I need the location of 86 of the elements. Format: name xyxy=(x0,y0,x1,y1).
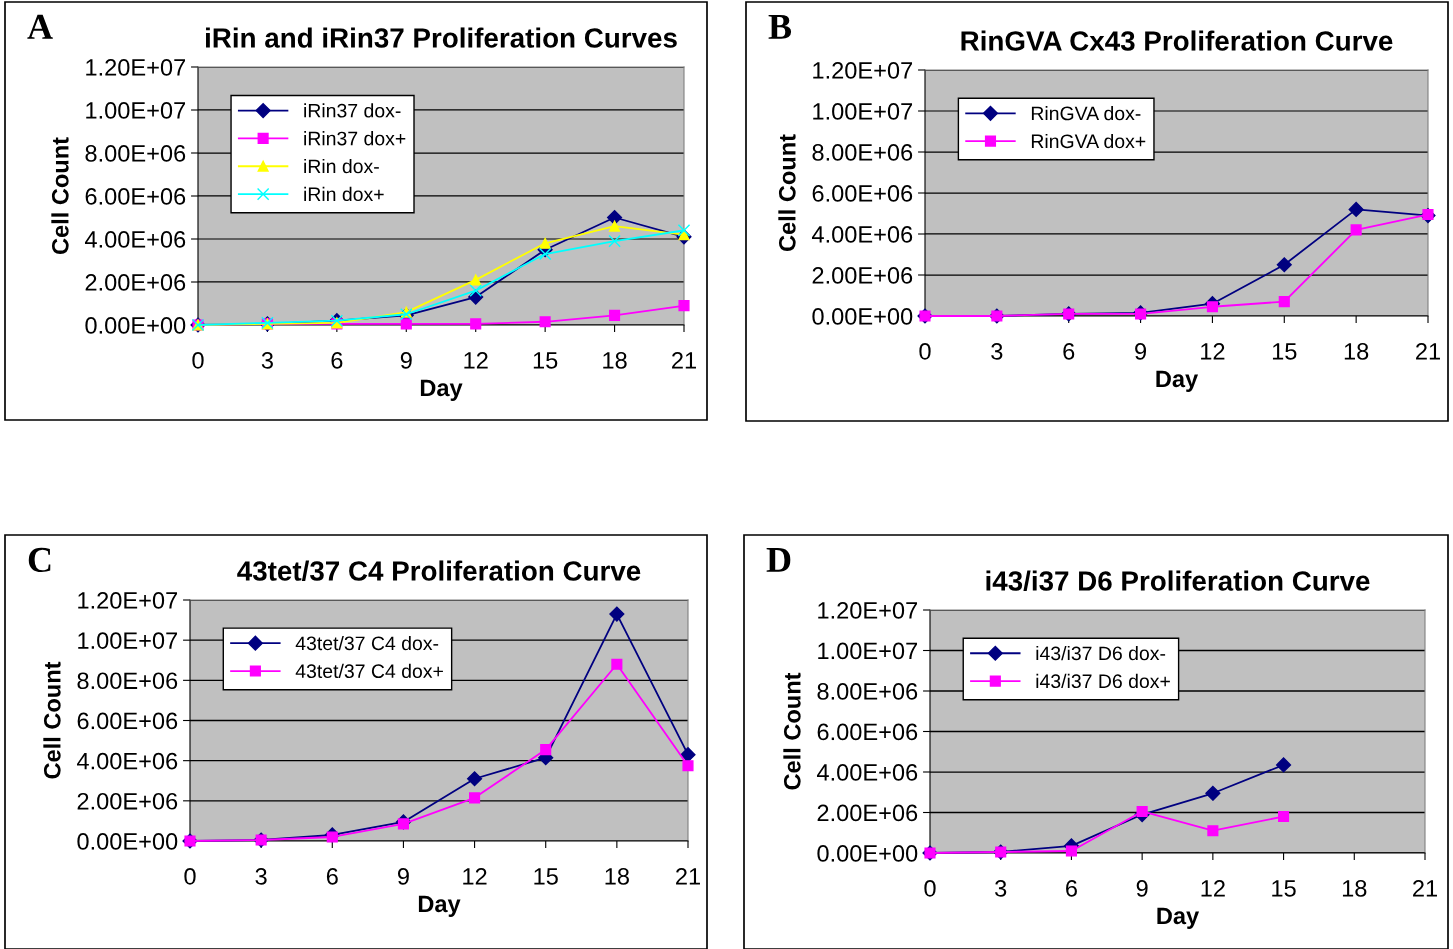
x-tick-label: 15 xyxy=(1272,880,1296,897)
x-tick-label: 12 xyxy=(1201,880,1225,897)
y-axis-title: Cell Count xyxy=(43,661,61,779)
x-tick-label: 3 xyxy=(261,352,273,369)
x-axis-title: Day xyxy=(420,379,463,401)
y-tick-label: 6.00E+06 xyxy=(817,723,918,741)
y-axis-title: Cell Count xyxy=(51,137,69,255)
legend-label: RinGVA dox- xyxy=(1031,106,1141,121)
x-tick-label: 21 xyxy=(1413,880,1437,897)
x-tick-label: 0 xyxy=(919,343,931,360)
y-tick-label: 2.00E+06 xyxy=(85,274,186,291)
y-tick-label: 6.00E+06 xyxy=(77,712,178,730)
x-tick-label: 9 xyxy=(397,868,409,885)
y-tick-label: 0.00E+00 xyxy=(817,845,918,862)
y-tick-label: 1.20E+07 xyxy=(86,59,186,76)
x-tick-label: 18 xyxy=(1344,343,1369,360)
x-tick-label: 3 xyxy=(995,880,1007,897)
legend-label: iRin37 dox+ xyxy=(304,131,406,146)
x-axis-title: Day xyxy=(418,895,461,917)
text: A xyxy=(27,14,53,39)
x-tick-label: 15 xyxy=(533,352,558,369)
x-tick-label: 0 xyxy=(184,868,196,885)
x-tick-label: 15 xyxy=(534,868,558,885)
y-tick-label: 1.20E+07 xyxy=(813,62,913,79)
y-tick-label: 8.00E+06 xyxy=(85,145,186,162)
y-tick-label: 8.00E+06 xyxy=(817,683,918,700)
chart-title: 43tet/37 C4 Proliferation Curve xyxy=(237,560,641,582)
x-tick-label: 12 xyxy=(1201,343,1225,360)
x-tick-label: 3 xyxy=(255,868,267,885)
x-tick-label: 12 xyxy=(464,352,488,369)
chart-title: RinGVA Cx43 Proliferation Curve xyxy=(961,30,1393,51)
x-tick-label: 3 xyxy=(991,343,1003,360)
y-tick-label: 4.00E+06 xyxy=(816,764,918,781)
legend-label: iRin37 dox- xyxy=(304,103,401,118)
y-tick-label: 1.00E+07 xyxy=(813,103,913,120)
text: C xyxy=(28,547,51,573)
legend-label: iRin dox+ xyxy=(304,186,384,202)
y-tick-label: 1.00E+07 xyxy=(818,642,918,660)
y-axis-title: Cell Count xyxy=(783,672,801,790)
y-tick-label: 8.00E+06 xyxy=(812,144,913,161)
x-tick-label: 6 xyxy=(331,352,343,369)
y-tick-label: 6.00E+06 xyxy=(812,185,913,202)
chart-title: i43/i37 D6 Proliferation Curve xyxy=(986,570,1370,592)
x-axis-title: Day xyxy=(1157,907,1200,929)
y-tick-label: 6.00E+06 xyxy=(85,188,186,205)
x-tick-label: 21 xyxy=(672,352,696,369)
x-tick-label: 6 xyxy=(326,868,338,885)
x-tick-label: 9 xyxy=(400,352,412,369)
y-tick-label: 1.20E+07 xyxy=(78,592,178,609)
x-tick-label: 0 xyxy=(924,880,936,897)
y-axis-title: Cell Count xyxy=(778,134,796,252)
y-tick-label: 4.00E+06 xyxy=(811,226,913,243)
y-tick-label: 0.00E+00 xyxy=(812,308,913,325)
text: B xyxy=(768,15,792,39)
y-tick-label: 0.00E+00 xyxy=(77,833,178,850)
legend-label: RinGVA dox+ xyxy=(1031,133,1146,149)
y-tick-label: 1.00E+07 xyxy=(86,102,186,119)
y-tick-label: 4.00E+06 xyxy=(84,231,186,248)
x-tick-label: 21 xyxy=(1416,343,1440,360)
x-tick-label: 12 xyxy=(463,868,487,885)
x-tick-label: 6 xyxy=(1066,880,1077,897)
y-tick-label: 1.00E+07 xyxy=(78,632,178,649)
legend-label: 43tet/37 C4 dox- xyxy=(295,635,439,651)
y-tick-label: 8.00E+06 xyxy=(77,672,178,690)
y-tick-label: 4.00E+06 xyxy=(76,752,178,770)
x-tick-label: 6 xyxy=(1063,343,1075,360)
x-tick-label: 21 xyxy=(676,868,700,885)
legend-label: i43/i37 D6 dox+ xyxy=(1036,673,1170,689)
y-tick-label: 0.00E+00 xyxy=(85,317,186,334)
x-tick-label: 18 xyxy=(603,352,627,369)
x-tick-label: 9 xyxy=(1135,343,1147,360)
y-tick-label: 2.00E+06 xyxy=(77,792,178,810)
y-tick-label: 2.00E+06 xyxy=(817,804,918,822)
x-tick-label: 9 xyxy=(1136,880,1148,897)
legend-label: 43tet/37 C4 dox+ xyxy=(295,663,443,679)
x-axis-title: Day xyxy=(1156,370,1199,392)
x-tick-label: 0 xyxy=(192,352,204,369)
x-tick-label: 15 xyxy=(1272,343,1297,360)
y-tick-label: 1.20E+07 xyxy=(818,602,918,619)
y-tick-label: 2.00E+06 xyxy=(812,267,913,284)
x-tick-label: 18 xyxy=(605,868,629,885)
chart-title: iRin and iRin37 Proliferation Curves xyxy=(206,27,677,48)
legend-label: i43/i37 D6 dox- xyxy=(1036,645,1166,661)
text: D xyxy=(766,548,791,572)
x-tick-label: 18 xyxy=(1342,880,1367,897)
legend-label: iRin dox- xyxy=(304,158,379,174)
